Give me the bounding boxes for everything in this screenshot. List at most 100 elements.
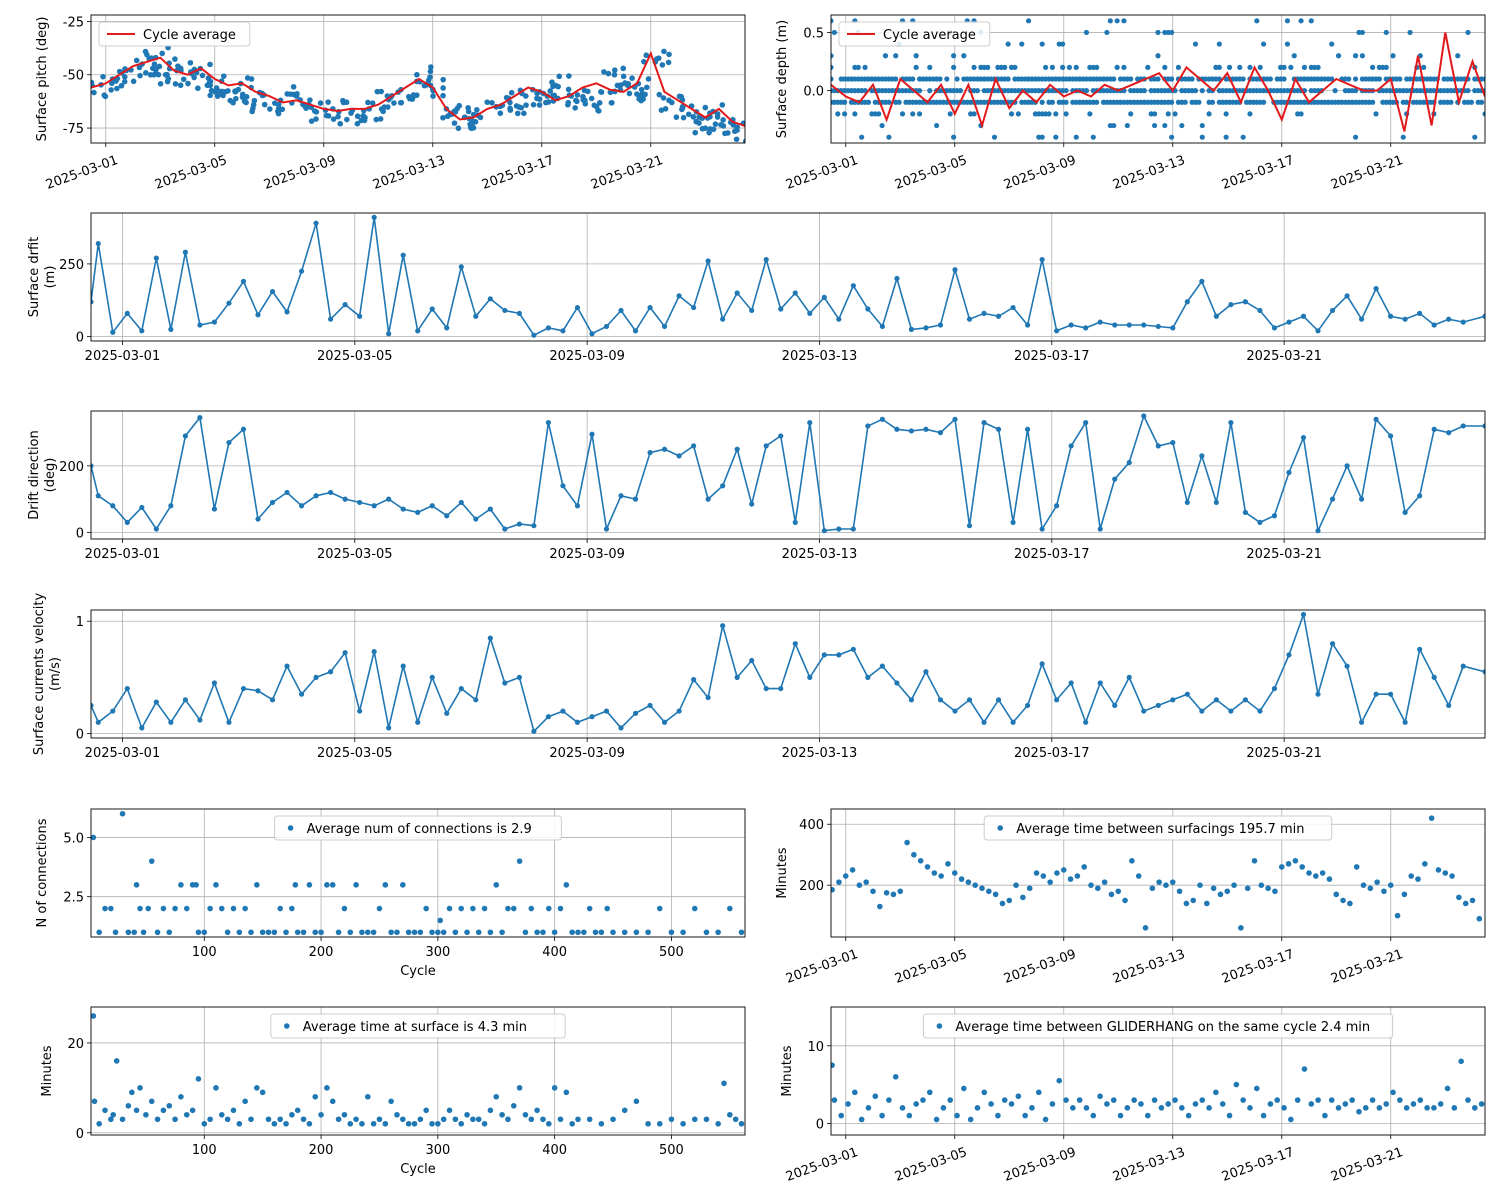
data-point (560, 483, 566, 489)
data-point (1257, 307, 1263, 314)
data-point (510, 1103, 517, 1109)
data-point (1172, 1097, 1178, 1103)
chart-direction: 2025-03-01 2025-03-05 2025-03-09 2025-03-13… (27, 410, 1486, 562)
legend: Cycle average (98, 21, 251, 47)
data-point (489, 99, 495, 106)
data-point (298, 503, 305, 509)
data-point (248, 1116, 254, 1123)
data-point (344, 116, 350, 123)
data-point (865, 423, 871, 429)
data-point (298, 691, 305, 697)
data-point (298, 268, 305, 274)
data-point (497, 110, 504, 117)
data-point (626, 90, 633, 97)
data-point (732, 1116, 739, 1123)
data-point (446, 905, 453, 912)
data-point (821, 652, 827, 658)
data-point (1472, 134, 1478, 140)
data-point (821, 528, 827, 534)
data-point (359, 1120, 365, 1127)
data-point (999, 900, 1006, 907)
data-point (283, 929, 289, 936)
data-point (679, 103, 686, 110)
axes-frame (90, 212, 1486, 342)
data-point (119, 810, 126, 817)
data-point (661, 48, 667, 55)
data-point (893, 76, 899, 82)
data-point (1286, 319, 1292, 325)
data-point (883, 890, 890, 896)
data-point (705, 496, 711, 502)
data-point (705, 258, 711, 264)
data-point (531, 523, 537, 529)
data-point (1315, 691, 1321, 697)
data-point (1446, 430, 1452, 436)
data-point (647, 304, 653, 311)
data-point (1308, 1101, 1315, 1107)
data-point (1465, 1097, 1471, 1103)
data-point (1272, 888, 1278, 895)
data-point (523, 102, 529, 108)
data-point (353, 882, 359, 888)
data-point (417, 929, 424, 936)
data-point (182, 433, 188, 439)
data-point (633, 1098, 640, 1105)
data-point (139, 328, 145, 334)
data-point (121, 78, 128, 85)
data-point (1138, 1101, 1144, 1107)
data-point (705, 694, 711, 701)
data-point (481, 905, 488, 912)
data-point (1060, 41, 1066, 47)
x-tick-label: 2025-03-13 (782, 349, 858, 364)
data-point (893, 53, 899, 59)
data-point (1400, 134, 1406, 140)
data-point (749, 657, 755, 664)
data-point (197, 415, 203, 421)
data-point (102, 93, 109, 100)
data-point (129, 1089, 135, 1096)
data-point (1285, 861, 1292, 867)
data-point (347, 1120, 354, 1127)
data-point (1346, 76, 1352, 82)
y-axis-label-line: Drift direction (27, 430, 42, 520)
data-point (1237, 64, 1243, 70)
y-tick-label: 0 (76, 728, 84, 743)
legend: Average time between GLIDERHANG on the s… (922, 1013, 1394, 1039)
data-point (720, 623, 726, 629)
data-point (1213, 313, 1219, 319)
data-point (195, 929, 202, 936)
data-point (516, 521, 522, 527)
data-point (668, 1116, 675, 1123)
data-point (172, 81, 179, 87)
y-axis-label: Drift direction(deg) (27, 430, 58, 520)
data-point (906, 1112, 913, 1119)
data-point (166, 929, 173, 936)
data-point (172, 56, 178, 62)
data-point (1169, 99, 1175, 105)
data-point (842, 111, 848, 117)
data-point (191, 74, 197, 81)
data-point (277, 1116, 283, 1123)
data-point (91, 702, 94, 709)
data-point (1155, 29, 1161, 36)
legend-box (838, 21, 991, 47)
data-point (211, 680, 218, 686)
data-point (1322, 1112, 1328, 1119)
data-point (1383, 29, 1389, 36)
data-point (423, 1107, 429, 1114)
data-point (1462, 900, 1469, 907)
data-point (1458, 1058, 1464, 1065)
data-point (838, 1112, 845, 1119)
data-point (1352, 53, 1359, 59)
data-point (440, 85, 446, 91)
data-point (971, 64, 977, 70)
data-point (575, 929, 581, 936)
data-point (1005, 41, 1011, 47)
data-point (742, 138, 745, 143)
data-point (1358, 496, 1365, 502)
legend-box (922, 1013, 1394, 1039)
data-point (1067, 876, 1074, 882)
data-point (427, 68, 434, 75)
data-point (211, 506, 218, 512)
data-point (502, 680, 508, 686)
